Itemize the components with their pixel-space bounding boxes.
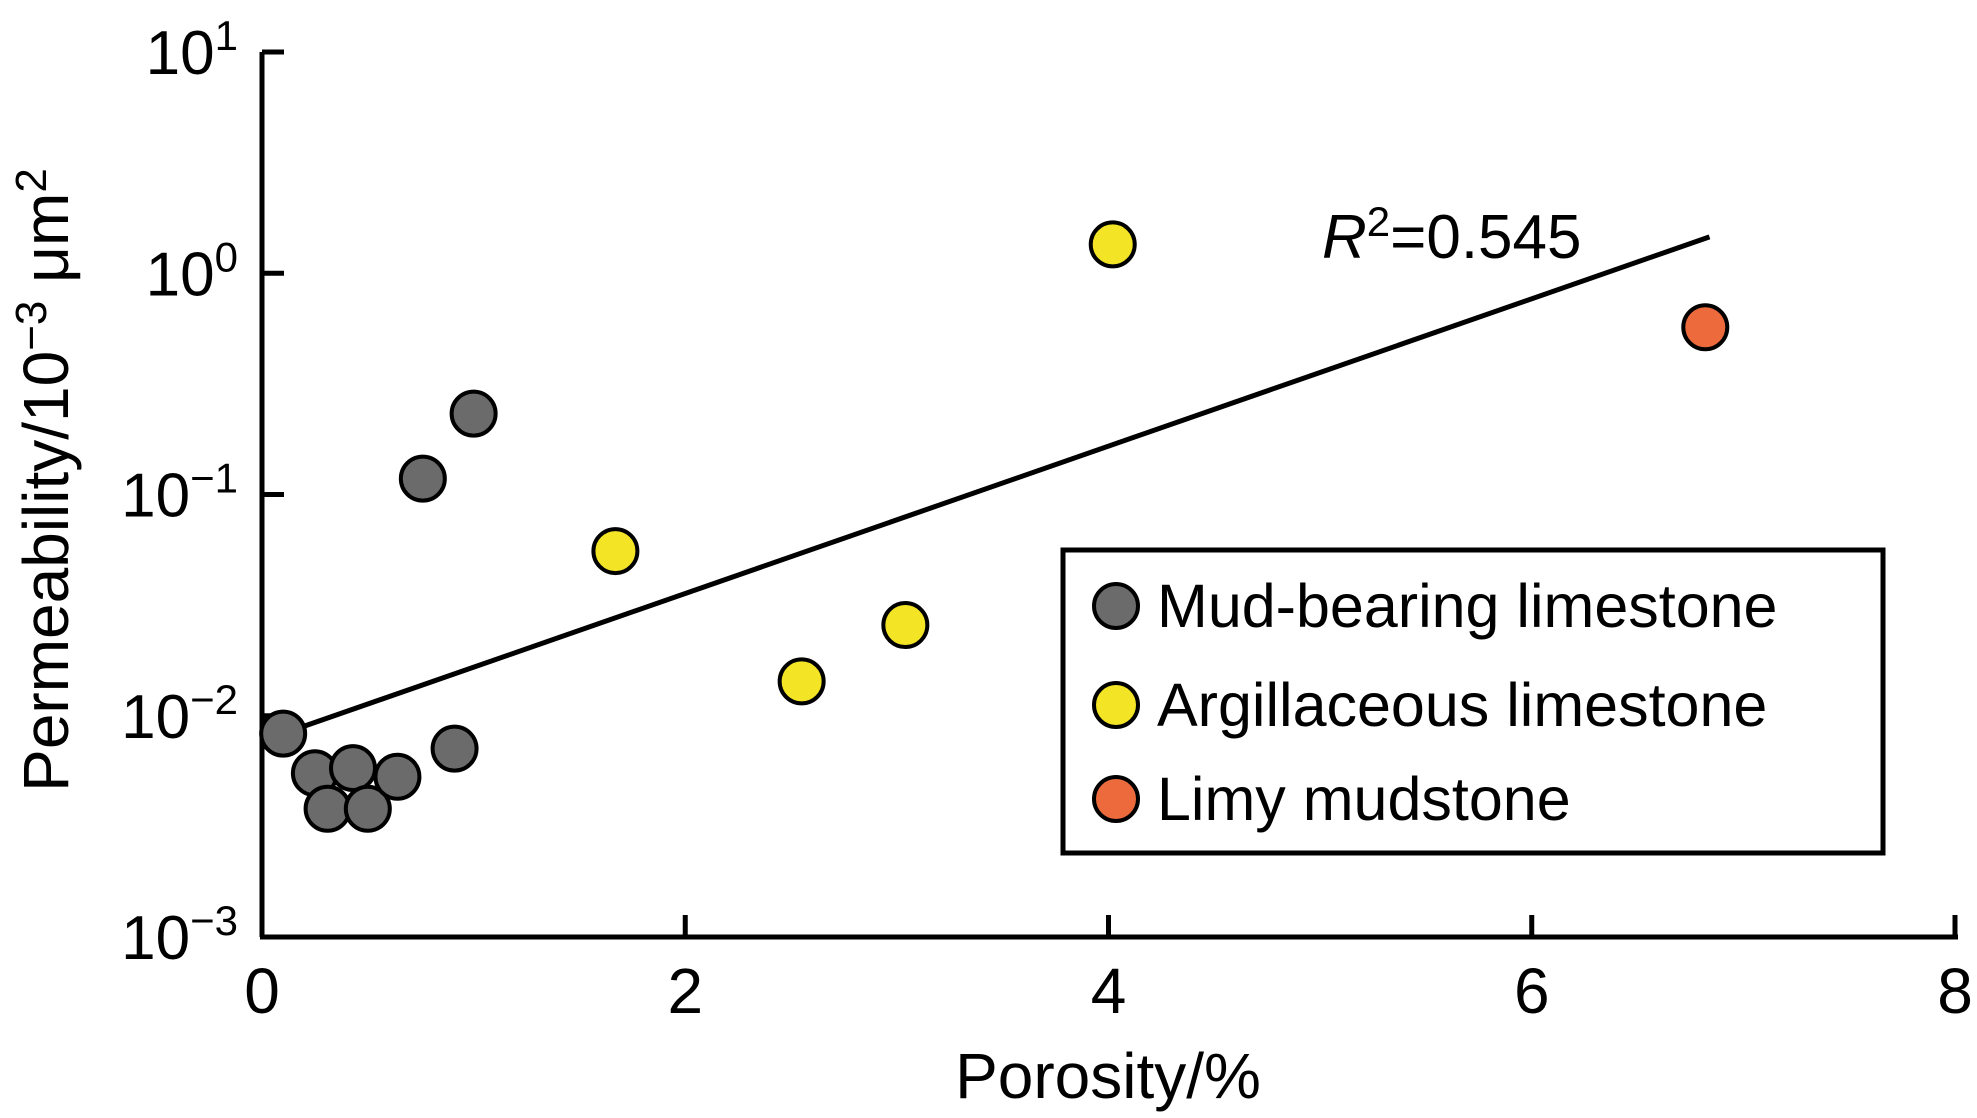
r-squared-variable: R [1322,203,1367,272]
y-tick-exponent: −2 [190,676,238,723]
x-tick-label: 0 [244,955,280,1027]
y-tick-exponent: 1 [215,12,238,59]
legend-box [1060,547,1886,856]
r-squared-exponent: 2 [1367,198,1390,245]
legend-label-argillaceous-limestone: Argillaceous limestone [1157,671,1767,739]
data-point-mud-bearing-limestone [303,784,352,833]
data-point-mud-bearing-limestone [343,784,392,833]
data-point-argillaceous-limestone [591,527,640,576]
legend-item-argillaceous-limestone: Argillaceous limestone [1092,671,1767,739]
legend-label-mud-bearing-limestone: Mud-bearing limestone [1157,572,1777,640]
trendline [261,234,1711,744]
legend-label-limy-mudstone: Limy mudstone [1157,765,1571,833]
data-point-mud-bearing-limestone [398,454,447,503]
data-point-limy-mudstone [1681,303,1730,352]
y-tick-label: 10−1 [121,455,238,531]
y-axis-title-superscript: 2 [7,168,56,192]
y-tick-exponent: 0 [215,233,238,280]
legend: Mud-bearing limestone Argillaceous limes… [1060,547,1886,856]
data-point-argillaceous-limestone [1088,220,1137,269]
data-point-mud-bearing-limestone [373,752,422,801]
data-point-argillaceous-limestone [881,601,930,650]
legend-marker-limy-mudstone-icon [1092,775,1140,823]
y-tick-exponent: −1 [190,455,238,502]
x-tick-label: 4 [1091,955,1127,1027]
data-points [259,220,1730,833]
x-tick-label: 2 [667,955,703,1027]
data-point-mud-bearing-limestone [328,744,377,793]
legend-marker-mud-bearing-limestone-icon [1092,582,1140,630]
legend-item-mud-bearing-limestone: Mud-bearing limestone [1092,572,1777,640]
legend-item-limy-mudstone: Limy mudstone [1092,765,1571,833]
r-squared-value: =0.545 [1390,203,1581,272]
y-axis-title: Permeability/10−3 μm2 [7,168,82,792]
y-axis-title-part: Permeability/10 [10,351,82,792]
y-tick-label: 101 [146,12,238,88]
y-tick-label: 10−3 [121,897,238,973]
r-squared-annotation: R2=0.545 [1322,198,1582,272]
data-point-argillaceous-limestone [777,657,826,706]
data-point-mud-bearing-limestone [449,389,498,438]
x-tick-label: 8 [1937,955,1973,1027]
y-tick-exponent: −3 [190,897,238,944]
x-tick-label: 6 [1514,955,1550,1027]
y-axis-title-superscript: −3 [7,301,56,351]
data-point-mud-bearing-limestone [259,709,308,758]
data-point-mud-bearing-limestone [430,724,479,773]
y-tick-label: 10−2 [121,676,238,752]
trendline-group [261,234,1711,744]
x-axis-title: Porosity/% [955,1040,1261,1112]
legend-marker-argillaceous-limestone-icon [1092,681,1140,729]
y-axis-title-part: μm [10,193,82,301]
y-tick-label: 100 [146,233,238,309]
